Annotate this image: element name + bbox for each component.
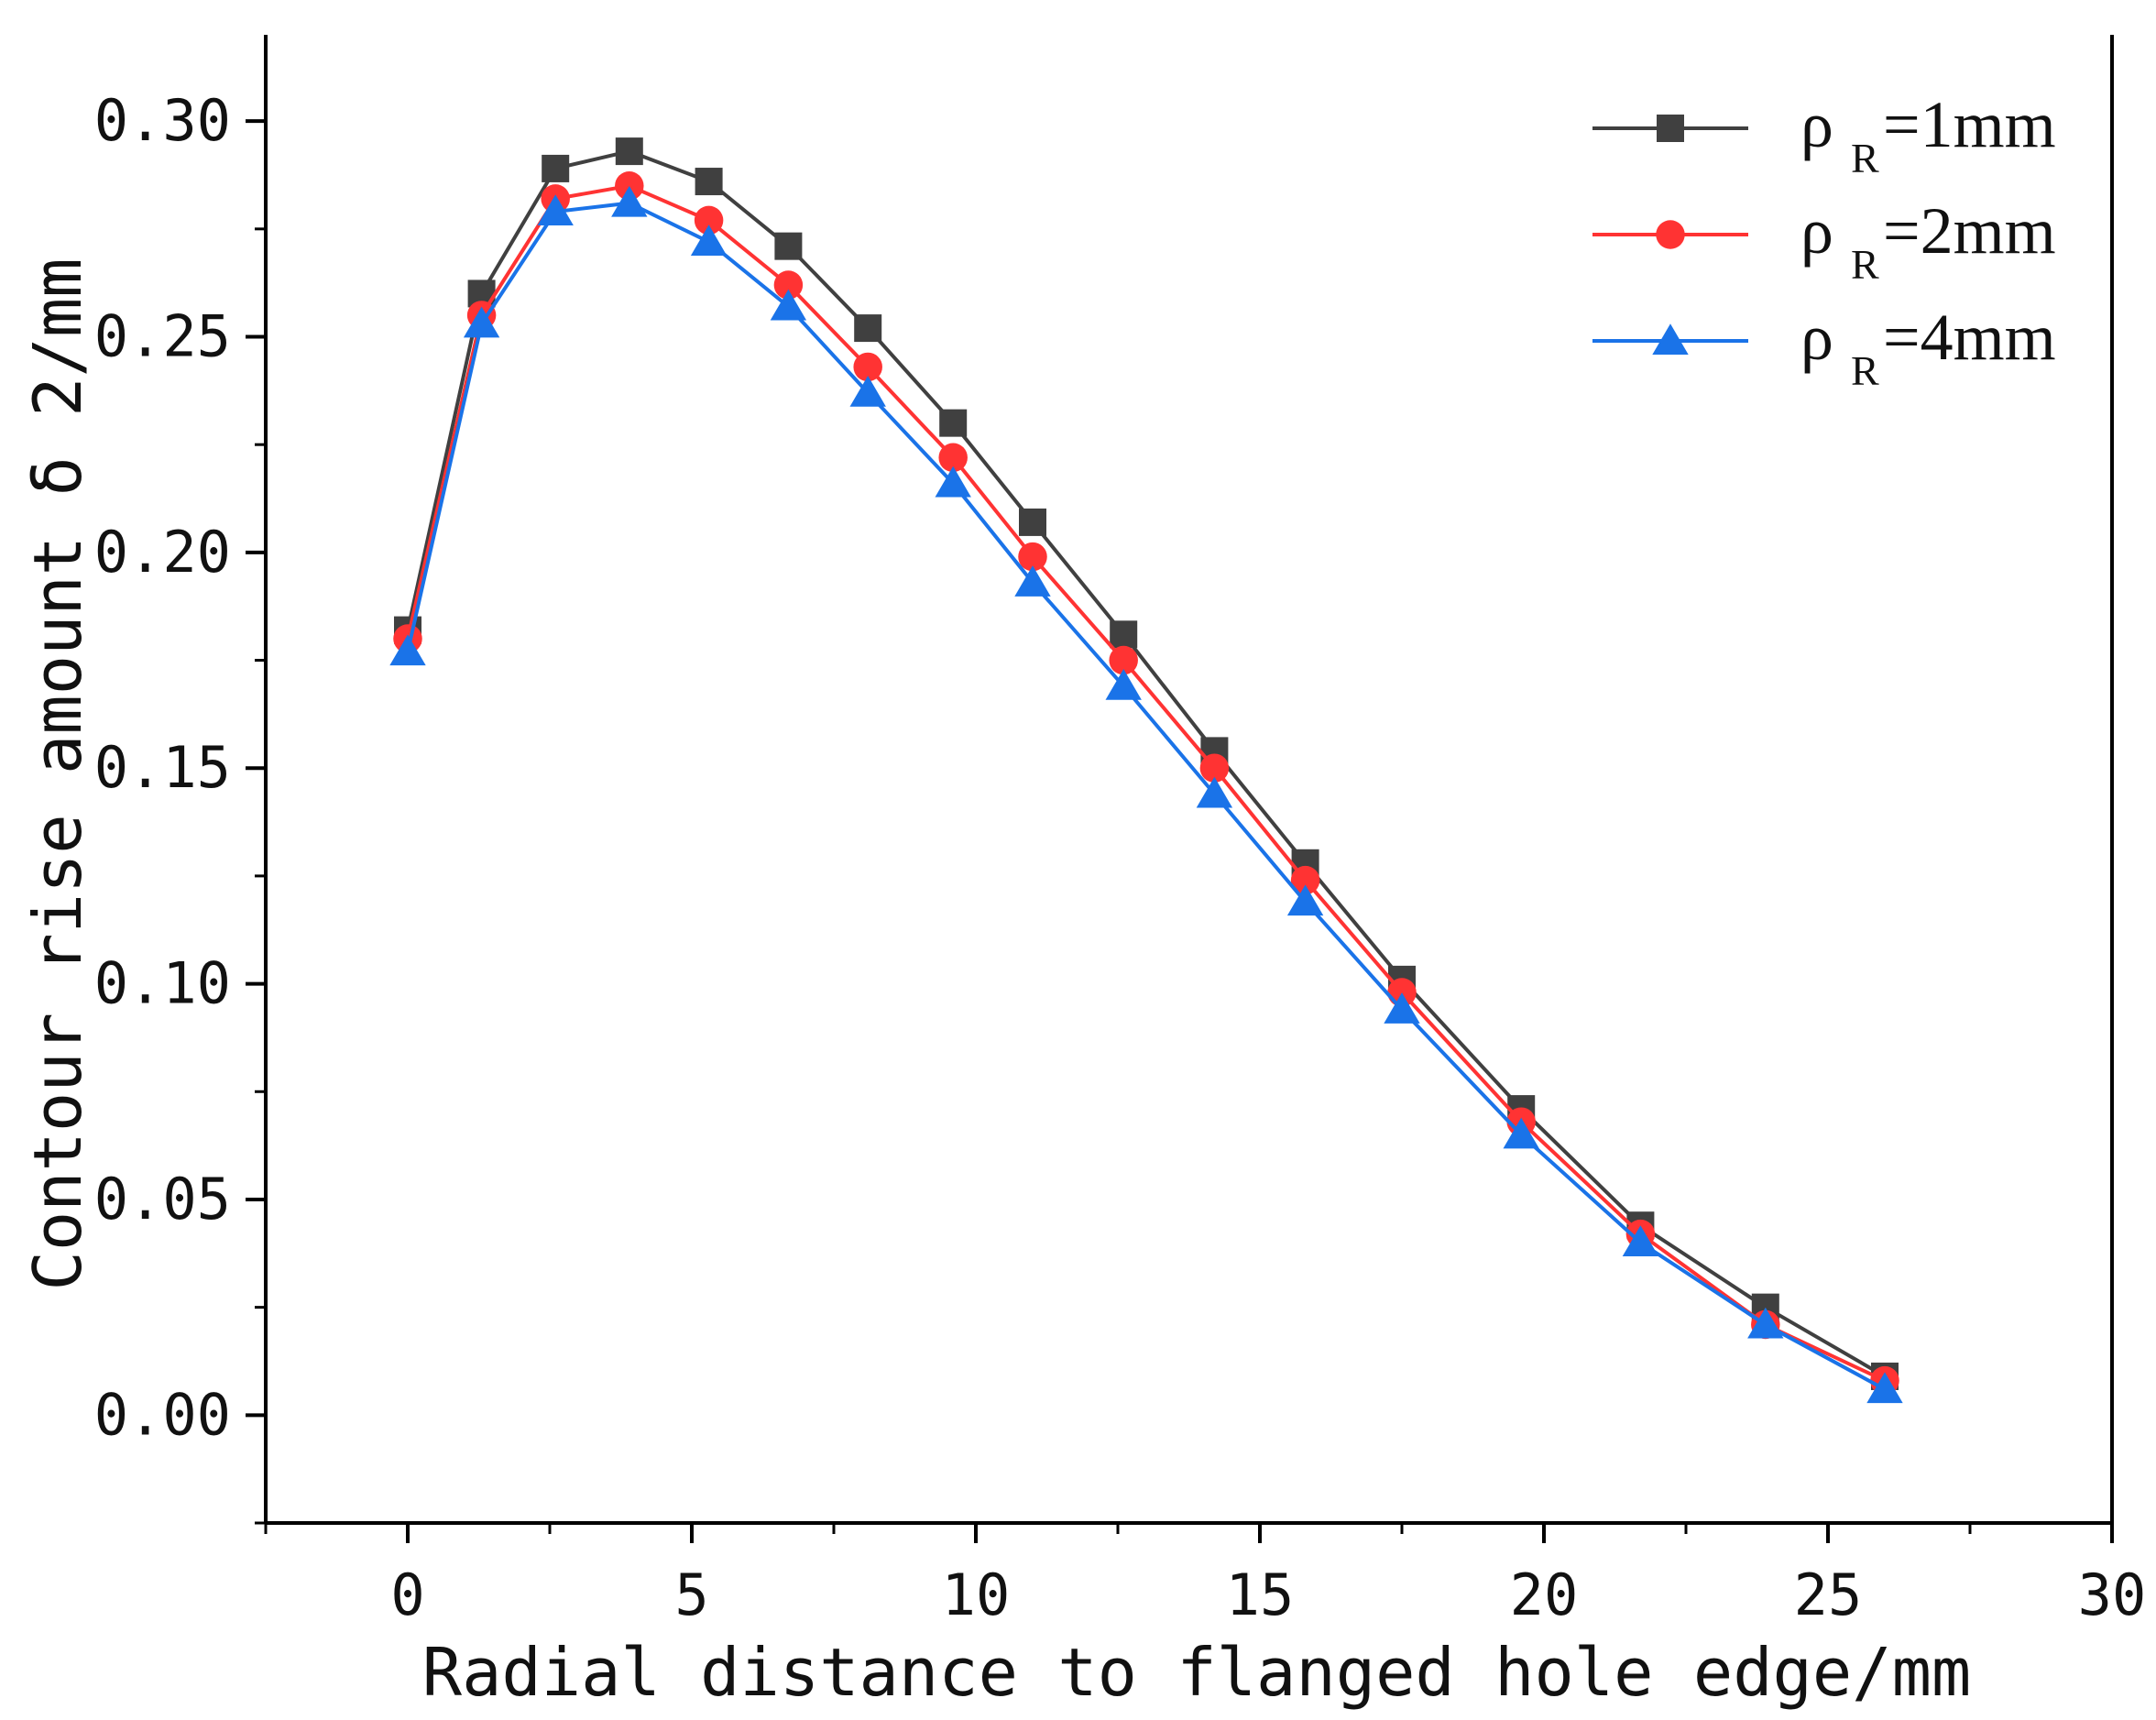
series-3 <box>389 185 1903 1404</box>
data-point-triangle <box>690 225 728 256</box>
legend-subscript: R <box>1851 241 1879 288</box>
data-point-triangle <box>389 634 426 666</box>
data-point-circle <box>1109 645 1138 675</box>
data-point-triangle <box>611 185 648 217</box>
data-point-circle <box>1199 753 1230 783</box>
y-tick-label: 0.25 <box>94 303 231 370</box>
data-point-triangle <box>1384 992 1420 1024</box>
legend-symbol: ρ <box>1800 301 1833 374</box>
data-point-circle <box>1656 220 1685 249</box>
legend-item-2: ρ R =2mm <box>1592 194 2056 288</box>
data-point-circle <box>773 270 804 300</box>
data-point-square <box>695 168 723 196</box>
axes-layer: 0 5 10 15 20 25 30 0.00 0.05 0.10 0.15 0.20 0.25 0.30 <box>94 35 2147 1628</box>
x-tick-label: 25 <box>1794 1561 1863 1628</box>
series-2 <box>393 171 1899 1396</box>
x-tick-label: 0 <box>390 1561 424 1628</box>
data-point-triangle <box>770 289 807 321</box>
data-point-circle <box>694 205 724 236</box>
series-1 <box>394 137 1899 1390</box>
series-layer <box>389 137 1903 1404</box>
legend-item-1: ρ R =1mm <box>1592 88 2056 181</box>
data-point-square <box>1019 508 1046 536</box>
x-tick-label: 20 <box>1510 1561 1579 1628</box>
data-point-triangle <box>463 306 500 338</box>
legend-symbol: ρ <box>1800 88 1833 161</box>
series-line <box>406 183 1886 1383</box>
legend-symbol: ρ <box>1800 194 1833 268</box>
y-axis-title: Contour rise amount δ 2/mm <box>19 257 96 1290</box>
x-axis-title: Radial distance to flanged hole edge/mm <box>422 1634 1972 1711</box>
data-point-square <box>615 137 643 166</box>
data-point-circle <box>1018 542 1047 572</box>
data-point-triangle <box>1866 1372 1903 1404</box>
data-point-triangle <box>1747 1307 1784 1339</box>
data-point-triangle <box>1652 323 1689 355</box>
data-point-triangle <box>1503 1117 1539 1149</box>
data-point-square <box>542 154 570 182</box>
data-point-circle <box>938 443 968 473</box>
data-point-triangle <box>1014 565 1051 597</box>
x-tick-label: 15 <box>1226 1561 1295 1628</box>
legend-subscript: R <box>1851 347 1879 394</box>
x-tick-label: 10 <box>942 1561 1011 1628</box>
data-point-square <box>854 314 882 343</box>
legend-label: =2mm <box>1883 194 2056 268</box>
data-point-triangle <box>935 466 971 498</box>
data-point-circle <box>615 171 644 201</box>
data-point-circle <box>853 352 882 382</box>
y-tick-label: 0.15 <box>94 734 231 801</box>
y-tick-label: 0.30 <box>94 87 231 154</box>
x-tick-label: 5 <box>674 1561 708 1628</box>
legend-subscript: R <box>1851 135 1879 181</box>
y-tick-label: 0.20 <box>94 519 231 586</box>
legend-label: =4mm <box>1883 301 2056 374</box>
data-point-circle <box>1290 865 1320 895</box>
data-point-square <box>939 409 968 437</box>
data-point-square <box>1657 115 1684 142</box>
y-tick-label: 0.00 <box>94 1381 231 1448</box>
data-point-triangle <box>849 375 886 407</box>
data-point-triangle <box>1196 776 1233 808</box>
y-tick-label: 0.10 <box>94 950 231 1017</box>
legend-item-3: ρ R =4mm <box>1592 301 2056 394</box>
data-point-triangle <box>1105 669 1142 700</box>
data-point-square <box>1110 620 1138 649</box>
data-point-triangle <box>1286 884 1324 916</box>
x-tick-label: 30 <box>2078 1561 2147 1628</box>
data-point-square <box>774 232 803 260</box>
series-line <box>406 201 1886 1391</box>
y-tick-label: 0.05 <box>94 1166 231 1232</box>
data-point-triangle <box>1622 1225 1659 1257</box>
data-point-triangle <box>537 194 574 225</box>
series-line <box>406 149 1887 1378</box>
legend-label: =1mm <box>1883 88 2056 161</box>
